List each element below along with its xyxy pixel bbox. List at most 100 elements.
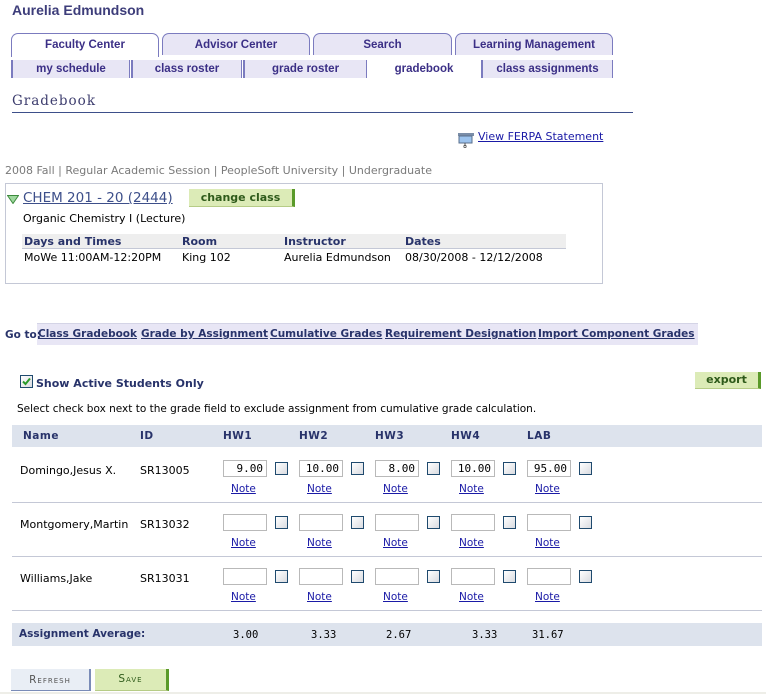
subtab-class-roster[interactable]: class roster (131, 60, 242, 78)
exclude-checkbox-hw3[interactable] (427, 570, 440, 583)
subtab-gradebook[interactable]: gradebook (368, 60, 480, 78)
refresh-button[interactable]: Refresh (11, 669, 91, 691)
note-link-lab[interactable]: Note (535, 591, 560, 603)
instructions-text: Select check box next to the grade field… (17, 403, 537, 415)
row-divider (12, 502, 762, 503)
goto-import-component-grades[interactable]: Import Component Grades (538, 328, 695, 340)
page-title: Gradebook (12, 93, 96, 109)
tab-search[interactable]: Search (313, 33, 452, 55)
note-link-hw3[interactable]: Note (383, 483, 408, 495)
projector-screen-icon[interactable] (458, 132, 474, 149)
col-lab: LAB (527, 430, 552, 442)
dates-value: 08/30/2008 - 12/12/2008 (405, 251, 543, 264)
col-hw2: HW2 (299, 430, 329, 442)
note-link-hw3[interactable]: Note (383, 591, 408, 603)
title-divider (12, 112, 633, 113)
tab-learning-management[interactable]: Learning Management (455, 33, 613, 55)
tab-faculty-center[interactable]: Faculty Center (11, 33, 159, 57)
note-link-hw4[interactable]: Note (459, 591, 484, 603)
exclude-checkbox-hw4[interactable] (503, 516, 516, 529)
grade-input-hw3[interactable] (375, 460, 419, 477)
grade-input-hw1[interactable] (223, 460, 267, 477)
assignment-average-label: Assignment Average: (19, 628, 146, 640)
assignment-average-bar (12, 623, 762, 646)
goto-grade-by-assignment[interactable]: Grade by Assignment (141, 328, 268, 340)
goto-cumulative-grades[interactable]: Cumulative Grades (270, 328, 383, 340)
subtab-class-assignments[interactable]: class assignments (481, 60, 613, 78)
student-id: SR13032 (140, 518, 190, 531)
grade-input-hw4[interactable] (451, 568, 495, 585)
note-link-hw1[interactable]: Note (231, 483, 256, 495)
view-ferpa-statement-link[interactable]: View FERPA Statement (478, 130, 604, 143)
exclude-checkbox-hw4[interactable] (503, 462, 516, 475)
class-link[interactable]: CHEM 201 - 20 (2444) (23, 190, 173, 206)
goto-requirement-designation[interactable]: Requirement Designation (385, 328, 537, 340)
note-link-hw2[interactable]: Note (307, 483, 332, 495)
grade-input-hw4[interactable] (451, 514, 495, 531)
note-link-hw2[interactable]: Note (307, 591, 332, 603)
exclude-checkbox-hw3[interactable] (427, 462, 440, 475)
average-hw2: 3.33 (311, 629, 337, 641)
student-name: Domingo,Jesus X. (20, 464, 117, 477)
goto-bar (37, 323, 698, 345)
exclude-checkbox-lab[interactable] (579, 462, 592, 475)
exclude-checkbox-hw2[interactable] (351, 462, 364, 475)
note-link-lab[interactable]: Note (535, 537, 560, 549)
exclude-checkbox-hw1[interactable] (275, 462, 288, 475)
exclude-checkbox-hw1[interactable] (275, 570, 288, 583)
average-hw4: 3.33 (472, 629, 498, 641)
grade-input-hw4[interactable] (451, 460, 495, 477)
note-link-lab[interactable]: Note (535, 483, 560, 495)
note-link-hw3[interactable]: Note (383, 537, 408, 549)
exclude-checkbox-hw2[interactable] (351, 570, 364, 583)
instructor-value: Aurelia Edmundson (284, 251, 391, 264)
note-link-hw4[interactable]: Note (459, 537, 484, 549)
schedule-header (22, 234, 566, 249)
note-link-hw1[interactable]: Note (231, 537, 256, 549)
student-id: SR13005 (140, 464, 190, 477)
grade-input-lab[interactable] (527, 460, 571, 477)
grade-input-lab[interactable] (527, 568, 571, 585)
collapse-triangle-icon[interactable] (6, 194, 20, 207)
note-link-hw1[interactable]: Note (231, 591, 256, 603)
exclude-checkbox-hw3[interactable] (427, 516, 440, 529)
grade-input-hw1[interactable] (223, 568, 267, 585)
col-room: Room (182, 235, 218, 248)
col-hw4: HW4 (451, 430, 481, 442)
show-active-checkbox[interactable] (20, 375, 33, 388)
exclude-checkbox-hw1[interactable] (275, 516, 288, 529)
col-id: ID (140, 430, 154, 442)
row-divider (12, 610, 762, 611)
col-dates: Dates (405, 235, 441, 248)
note-link-hw4[interactable]: Note (459, 483, 484, 495)
user-name: Aurelia Edmundson (12, 2, 145, 18)
average-hw3: 2.67 (386, 629, 412, 641)
grade-input-hw2[interactable] (299, 568, 343, 585)
grade-input-lab[interactable] (527, 514, 571, 531)
room-value: King 102 (182, 251, 231, 264)
average-lab: 31.67 (532, 629, 564, 641)
subtab-grade-roster[interactable]: grade roster (243, 60, 367, 78)
grid-header (12, 425, 762, 447)
grade-input-hw2[interactable] (299, 460, 343, 477)
save-button[interactable]: Save (95, 669, 169, 691)
exclude-checkbox-hw2[interactable] (351, 516, 364, 529)
grade-input-hw2[interactable] (299, 514, 343, 531)
term-info: 2008 Fall | Regular Academic Session | P… (5, 164, 432, 177)
col-instructor: Instructor (284, 235, 346, 248)
col-hw3: HW3 (375, 430, 405, 442)
export-button[interactable]: export (695, 372, 761, 389)
change-class-button[interactable]: change class (189, 189, 295, 207)
exclude-checkbox-lab[interactable] (579, 570, 592, 583)
average-hw1: 3.00 (233, 629, 259, 641)
tab-advisor-center[interactable]: Advisor Center (162, 33, 310, 55)
grade-input-hw1[interactable] (223, 514, 267, 531)
subtab-my-schedule[interactable]: my schedule (11, 60, 130, 78)
note-link-hw2[interactable]: Note (307, 537, 332, 549)
exclude-checkbox-lab[interactable] (579, 516, 592, 529)
goto-class-gradebook[interactable]: Class Gradebook (38, 328, 137, 340)
grade-input-hw3[interactable] (375, 514, 419, 531)
exclude-checkbox-hw4[interactable] (503, 570, 516, 583)
grade-input-hw3[interactable] (375, 568, 419, 585)
student-id: SR13031 (140, 572, 190, 585)
